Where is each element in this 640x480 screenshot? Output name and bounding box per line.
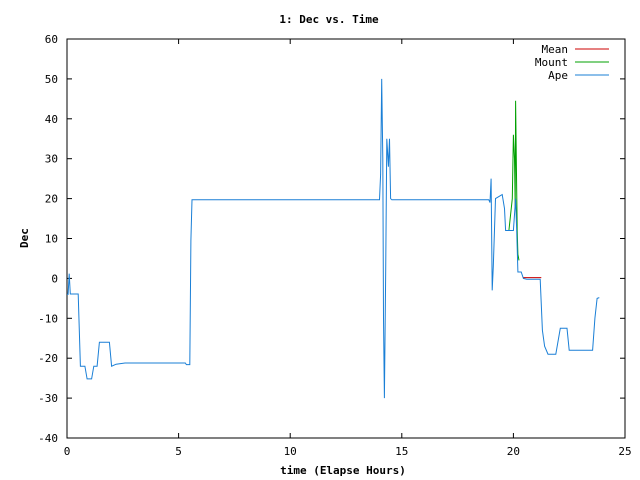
x-tick-label: 25 <box>618 445 631 458</box>
x-tick-label: 15 <box>395 445 408 458</box>
y-tick-label: -40 <box>38 432 58 445</box>
y-tick-label: 40 <box>45 113 58 126</box>
x-tick-label: 0 <box>64 445 71 458</box>
x-tick-label: 10 <box>284 445 297 458</box>
y-tick-label: 10 <box>45 233 58 246</box>
y-tick-label: -30 <box>38 392 58 405</box>
y-tick-label: 20 <box>45 193 58 206</box>
y-tick-label: 30 <box>45 153 58 166</box>
legend-label: Ape <box>548 69 568 82</box>
series-line-mount <box>508 100 520 261</box>
y-tick-label: 60 <box>45 33 58 46</box>
y-tick-label: -10 <box>38 312 58 325</box>
legend-label: Mount <box>535 56 568 69</box>
series-line-ape <box>67 78 600 399</box>
plot-frame <box>66 38 626 439</box>
axis-ticks: 0 5 10 15 20 25 -40 -30 -20 -10 0 10 20 30 40 50 60 <box>38 33 632 458</box>
y-tick-label: -20 <box>38 352 58 365</box>
x-axis-label: time (Elapse Hours) <box>280 464 406 477</box>
legend-label: Mean <box>542 43 569 56</box>
y-tick-label: 0 <box>51 272 58 285</box>
chart-title: 1: Dec vs. Time <box>279 13 379 26</box>
y-tick-label: 50 <box>45 73 58 86</box>
x-tick-label: 5 <box>175 445 182 458</box>
x-tick-label: 20 <box>507 445 520 458</box>
data-series <box>67 78 600 399</box>
y-axis-label: Dec <box>18 228 31 248</box>
